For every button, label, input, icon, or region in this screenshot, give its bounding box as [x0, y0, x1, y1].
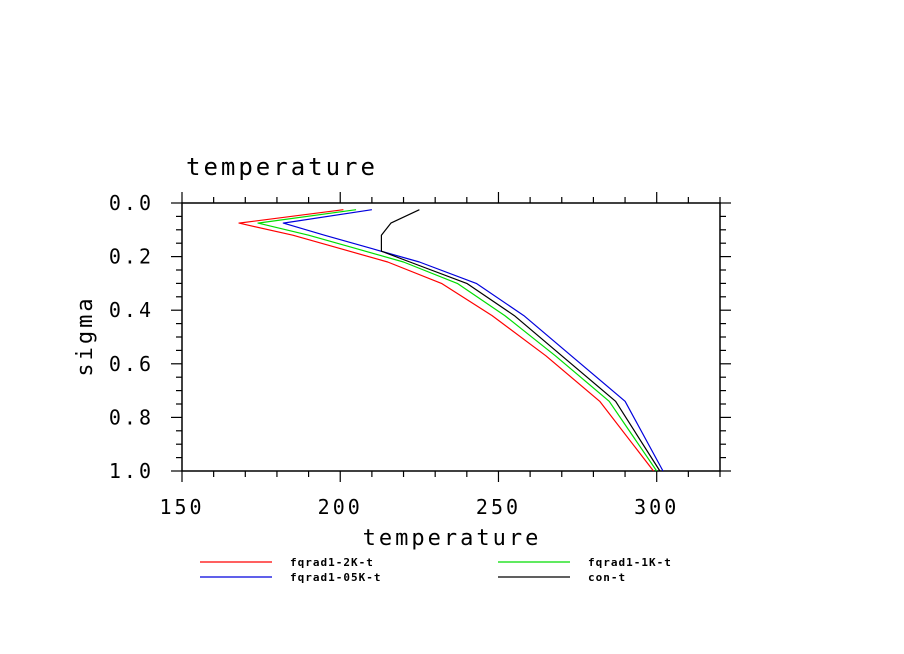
legend-label: fqrad1-1K-t — [588, 556, 672, 569]
series-line-fqrad1-1K-t — [257, 209, 658, 472]
y-tick-label: 0.4 — [109, 298, 154, 322]
legend-label: fqrad1-2K-t — [290, 556, 374, 569]
axis-ticks: 150 200 250 300 0.0 0.2 0.4 0.6 0.8 1.0 — [109, 191, 731, 519]
series-lines — [238, 209, 664, 472]
x-tick-label: 200 — [318, 495, 363, 519]
x-tick-label: 150 — [159, 495, 204, 519]
x-tick-label: 300 — [634, 495, 679, 519]
y-tick-label: 0.8 — [109, 405, 154, 429]
legend-label: con-t — [588, 571, 626, 584]
series-line-con-t — [380, 209, 661, 472]
x-tick-label: 250 — [476, 495, 521, 519]
y-tick-label: 1.0 — [109, 459, 154, 483]
y-tick-label: 0.6 — [109, 352, 154, 376]
plot-border — [181, 202, 721, 472]
series-line-fqrad1-05K-t — [282, 209, 664, 472]
y-tick-label: 0.2 — [109, 245, 154, 269]
legend-label: fqrad1-05K-t — [290, 571, 381, 584]
x-axis-label: temperature — [363, 526, 542, 551]
y-axis-label: sigma — [73, 295, 98, 376]
plot-frame — [181, 202, 721, 472]
chart-title: temperature — [186, 153, 378, 181]
legend: fqrad1-2K-t fqrad1-1K-t fqrad1-05K-t con-t — [200, 556, 672, 584]
series-line-fqrad1-2K-t — [238, 209, 654, 472]
y-tick-label: 0.0 — [109, 191, 154, 215]
